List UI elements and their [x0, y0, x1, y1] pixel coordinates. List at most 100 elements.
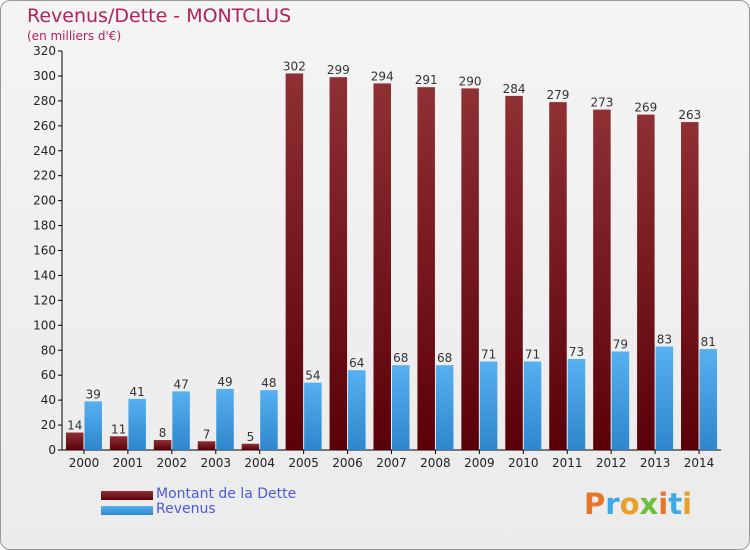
x-tick-label: 2006	[332, 456, 363, 470]
bar-revenus	[435, 365, 454, 450]
x-tick-label: 2010	[508, 456, 539, 470]
y-tick-label: 100	[33, 318, 56, 332]
y-tick-label: 160	[33, 244, 56, 258]
y-tick-label: 180	[33, 219, 56, 233]
logo-letter: r	[605, 487, 620, 521]
legend-item-dette: Montant de la Dette	[101, 486, 361, 503]
data-label-revenus: 64	[349, 356, 364, 370]
data-label-dette: 279	[547, 88, 570, 102]
legend-swatch-dette	[101, 491, 153, 500]
data-label-dette: 5	[247, 430, 255, 444]
data-label-dette: 284	[503, 82, 526, 96]
data-label-revenus: 79	[613, 337, 628, 351]
x-tick-label: 2012	[596, 456, 627, 470]
x-tick-label: 2001	[113, 456, 144, 470]
y-tick-label: 280	[33, 94, 56, 108]
bar-dette	[153, 440, 172, 450]
bar-dette	[241, 443, 260, 450]
bar-revenus	[699, 349, 718, 450]
x-tick-label: 2008	[420, 456, 451, 470]
x-tick-label: 2002	[157, 456, 188, 470]
bar-dette	[681, 122, 699, 451]
bar-dette	[197, 441, 216, 450]
data-label-dette: 294	[371, 69, 394, 83]
bar-dette	[461, 88, 479, 450]
bar-revenus	[611, 351, 630, 450]
bar-revenus	[392, 365, 410, 450]
y-tick-label: 320	[33, 44, 56, 58]
legend-swatch-revenus	[101, 506, 153, 515]
data-label-dette: 302	[283, 59, 306, 73]
x-tick-label: 2003	[200, 456, 231, 470]
data-label-dette: 263	[678, 108, 701, 122]
logo-letter: P	[584, 487, 606, 521]
bar-revenus	[304, 382, 322, 450]
x-tick-label: 2013	[640, 456, 671, 470]
proxiti-logo: Proxiti	[584, 487, 692, 521]
bar-dette	[637, 114, 655, 450]
data-label-dette: 11	[111, 422, 126, 436]
x-tick-label: 2014	[684, 456, 715, 470]
y-tick-label: 60	[41, 368, 56, 382]
data-label-revenus: 71	[525, 347, 540, 361]
x-tick-label: 2007	[376, 456, 407, 470]
logo-letter: t	[668, 487, 683, 521]
bar-revenus	[128, 398, 146, 450]
data-label-revenus: 41	[130, 385, 145, 399]
bar-dette	[505, 95, 523, 450]
logo-letter: i	[658, 487, 669, 521]
y-tick-label: 300	[33, 69, 56, 83]
data-label-dette: 7	[203, 427, 211, 441]
data-label-revenus: 71	[481, 347, 496, 361]
data-label-revenus: 83	[657, 333, 672, 347]
logo-letter: i	[682, 487, 693, 521]
bar-revenus	[172, 391, 190, 450]
y-tick-label: 140	[33, 268, 56, 282]
x-tick-label: 2004	[244, 456, 275, 470]
bar-revenus	[523, 361, 542, 450]
bar-revenus	[260, 390, 278, 450]
data-label-dette: 269	[634, 101, 657, 115]
y-tick-label: 20	[41, 418, 56, 432]
legend-label-revenus: Revenus	[156, 501, 216, 517]
bar-dette	[65, 432, 84, 450]
data-label-revenus: 73	[569, 345, 584, 359]
logo-letter: x	[639, 487, 659, 521]
data-label-revenus: 48	[261, 376, 276, 390]
bar-revenus	[567, 358, 586, 450]
data-label-revenus: 68	[393, 351, 408, 365]
data-label-dette: 290	[459, 74, 482, 88]
bar-revenus	[479, 361, 498, 450]
bar-dette	[285, 73, 304, 450]
x-tick-label: 2005	[288, 456, 319, 470]
bar-dette	[373, 83, 391, 450]
y-tick-label: 200	[33, 194, 56, 208]
bar-revenus	[655, 346, 674, 450]
bar-dette	[593, 109, 611, 451]
legend-label-dette: Montant de la Dette	[156, 486, 297, 502]
data-label-revenus: 54	[305, 369, 320, 383]
bar-dette	[417, 87, 435, 451]
legend-item-revenus: Revenus	[101, 501, 361, 518]
data-label-dette: 299	[327, 63, 350, 77]
logo-letter: o	[619, 487, 640, 521]
data-label-revenus: 39	[86, 387, 101, 401]
data-label-dette: 14	[67, 419, 82, 433]
data-label-revenus: 68	[437, 351, 452, 365]
data-label-revenus: 49	[217, 375, 232, 389]
bar-dette	[549, 102, 567, 450]
bar-revenus	[84, 401, 102, 450]
x-tick-label: 2009	[464, 456, 495, 470]
y-tick-label: 120	[33, 293, 56, 307]
bar-revenus	[216, 388, 234, 450]
data-label-dette: 291	[415, 73, 438, 87]
y-tick-label: 220	[33, 169, 56, 183]
data-label-dette: 8	[159, 426, 167, 440]
data-label-dette: 273	[590, 96, 613, 110]
x-tick-label: 2011	[552, 456, 583, 470]
y-tick-label: 240	[33, 144, 56, 158]
bar-dette	[109, 436, 128, 450]
y-tick-label: 260	[33, 119, 56, 133]
